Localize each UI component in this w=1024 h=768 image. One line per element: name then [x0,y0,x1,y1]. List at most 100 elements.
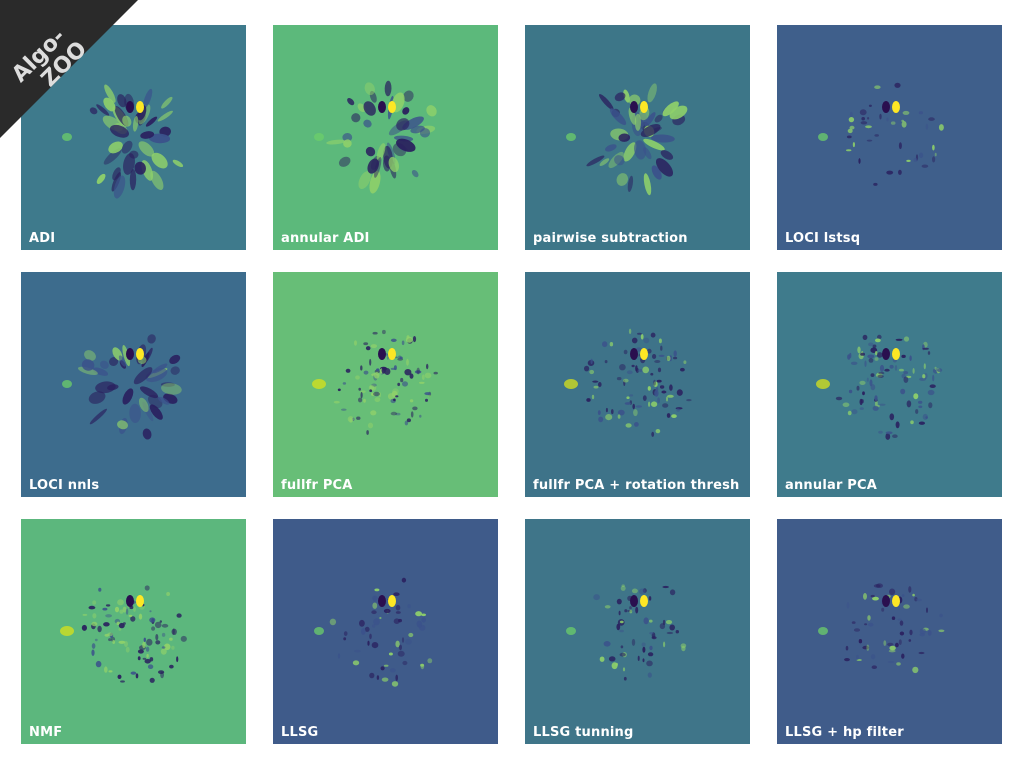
speckle-mark [125,608,129,615]
speckle-mark [599,656,605,662]
speckle-mark [642,646,646,653]
speckle-mark [421,613,426,617]
speckle-mark [669,624,675,631]
speckle-mark [611,409,614,415]
speckle-mark [92,600,97,605]
speckle-mark [856,385,860,391]
speckle-mark [872,596,879,601]
speckle-mark [634,140,647,160]
speckle-mark [918,651,925,655]
speckle-mark [363,119,372,128]
speckle-mark [912,593,915,597]
speckle-mark [628,328,632,334]
speckle-mark [395,611,401,614]
point-source-spot [60,626,74,636]
speckle-mark [117,94,127,108]
speckle-mark [398,355,402,359]
speckle-mark [605,414,613,421]
speckle-mark [426,105,437,117]
speckle-mark [866,644,870,651]
speckle-mark [870,654,876,660]
panel-background [273,519,498,744]
panel-background [777,272,1002,497]
speckle-mark [419,414,422,418]
speckle-mark [919,377,927,381]
speckle-mark [384,80,392,97]
speckle-mark [421,617,426,623]
speckle-mark [878,371,885,375]
speckle-mark [172,159,184,168]
companion-dark-spot [630,101,638,113]
speckle-mark [91,649,95,656]
companion-dark-spot [126,595,134,607]
point-source-spot [314,133,324,141]
panel-label: LOCI lstsq [785,231,861,246]
speckle-mark [922,347,930,350]
speckle-mark [373,391,380,397]
speckle-mark [855,654,859,660]
speckle-mark [119,609,124,614]
speckle-mark [634,422,639,427]
speckle-mark [96,173,106,184]
speckle-mark [155,634,159,641]
speckle-mark [903,336,910,342]
speckle-mark [598,382,602,387]
speckle-mark [617,414,621,419]
speckle-mark [934,366,937,370]
speckle-mark [383,664,389,667]
speckle-mark [603,641,611,647]
speckle-mark [402,107,410,115]
speckle-mark [912,368,915,374]
speckle-mark [897,618,902,621]
speckle-mark [338,156,351,167]
speckle-mark [666,413,671,418]
speckle-mark [109,356,119,367]
banner-triangle [0,0,138,138]
speckle-mark [337,653,341,659]
speckle-mark [903,371,909,375]
speckle-mark [96,104,110,116]
speckle-mark [919,152,924,159]
speckle-mark [89,408,107,425]
speckle-mark [669,589,676,596]
speckle-mark [410,125,425,134]
speckle-mark [928,117,935,121]
speckle-mark [862,645,870,650]
speckle-mark [89,107,98,115]
speckle-mark [360,365,363,371]
speckle-mark [884,368,890,372]
speckle-mark [918,111,923,115]
speckle-mark [895,338,903,341]
speckle-mark [846,602,850,609]
speckle-mark [176,613,182,618]
speckle-mark [857,346,861,354]
speckle-mark [337,388,341,392]
panel-background [525,519,750,744]
speckle-mark [681,645,686,652]
speckle-mark [659,385,665,389]
speckle-mark [390,338,397,342]
speckle-mark [146,638,153,646]
speckle-mark [395,674,398,681]
speckle-mark [906,400,912,408]
speckle-mark [868,358,874,363]
speckle-mark [114,606,120,613]
speckle-mark [180,635,187,642]
speckle-mark [889,364,894,369]
speckle-mark [901,594,905,597]
panel-label: LLSG tunning [533,725,634,740]
speckle-mark [631,588,638,594]
speckle-mark [892,434,898,438]
speckle-mark [868,342,874,347]
panel-loci-nnls: LOCI nnls [21,272,246,497]
speckle-mark [129,403,141,423]
speckle-mark [903,376,909,383]
panel-background [273,272,498,497]
speckle-mark [361,628,366,635]
speckle-mark [400,377,404,383]
speckle-mark [116,621,120,626]
speckle-mark [934,152,937,157]
speckle-mark [849,125,855,130]
speckle-mark [427,658,433,664]
speckle-mark [927,630,932,636]
